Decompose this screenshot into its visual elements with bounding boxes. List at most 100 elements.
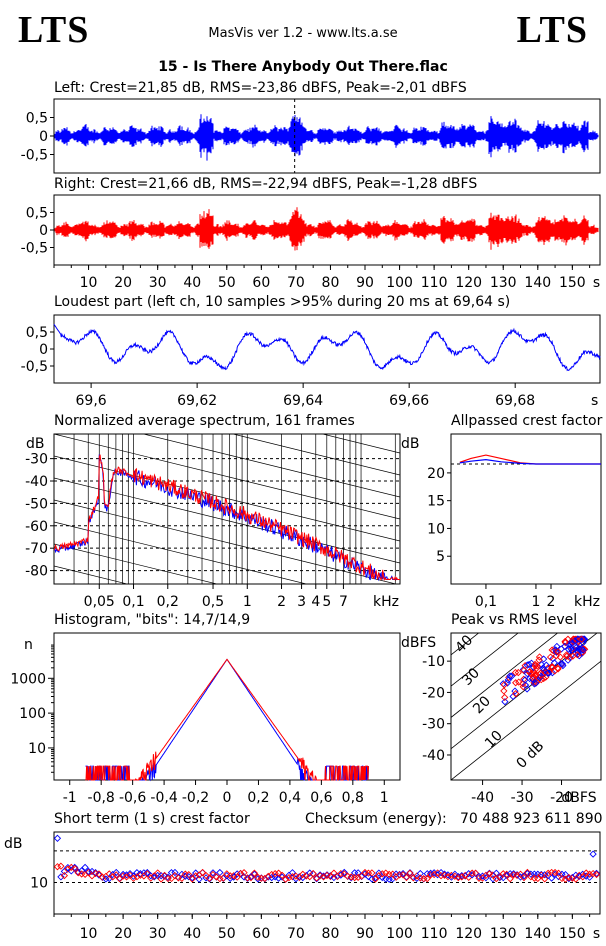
y-tick-label: -20 [422,685,445,701]
crest-point [105,874,113,883]
y-tick-label: 0 [39,223,48,239]
x-tick-label: 0,8 [342,790,364,806]
crest-point [264,872,272,881]
crest-point [64,863,72,872]
loudest-frame [53,314,601,384]
crest-point [112,871,120,879]
x-tick-label: 69,62 [177,393,217,409]
crest-point [95,871,103,879]
crest-point [399,869,407,878]
x-tick-label: 40 [183,926,201,942]
crest-point [589,850,597,858]
crest-point [330,873,338,882]
scatter-point [528,675,536,683]
x-tick-label: 0,6 [310,790,332,806]
crest-point [592,869,601,878]
x-tick-label: 140 [524,926,551,942]
scatter-point [537,661,546,669]
crest-point [579,870,587,878]
grid-diag [231,434,400,476]
crest-point [164,874,172,883]
crest-point [236,869,245,878]
peak-rms-title: Peak vs RMS level [451,612,578,628]
checksum-label: Checksum (energy): [305,811,447,827]
crest-point [520,873,528,882]
scatter-point [521,681,530,689]
crest-point [57,862,65,870]
scatter-point [541,669,549,677]
y-tick-label: -0,5 [21,241,48,257]
right-waveform-plot: 0,50 -0,5 10 20 30 40 50 60 70 80 90 100 110 120 130 14… [21,194,601,291]
spectrum-grid [54,434,400,584]
crest-point [585,873,594,881]
short-term-frame [53,831,601,915]
crest-point [268,873,276,882]
y-tick-label: -10 [422,654,445,670]
crest-point [461,871,469,880]
crest-point [402,873,411,882]
crest-point [205,874,214,882]
x-tick-label: -30 [511,790,534,806]
crest-point [91,868,100,877]
y-axis-label: dBFS [401,635,436,651]
y-tick-label: 1000 [10,671,46,687]
crest-point [437,872,445,880]
peak-rms-frame [450,632,602,781]
scatter-point [548,669,557,677]
x-tick-label: 10 [80,926,98,942]
y-tick-label: -70 [25,541,48,557]
crest-point [561,875,570,883]
scatter-point [554,648,562,656]
x-tick-label: 69,66 [389,393,429,409]
crest-point [285,874,293,882]
scatter-point [508,672,516,680]
crest-point [209,870,217,879]
y-axis-label: dB [4,836,23,852]
scatter-point [561,637,569,646]
crest-point [458,873,466,881]
crest-point [178,870,186,879]
grid-diag [54,543,219,584]
diag-label: 0 dB [514,738,548,772]
crest-point [281,875,290,883]
scatter-point [514,668,522,677]
scatter-point [569,652,577,660]
x-tick-label: 0,1 [475,594,497,610]
y-tick-label: -50 [25,496,48,512]
crest-point [354,873,362,882]
x-tick-label: 150 [559,275,586,291]
crest-point [171,872,179,880]
y-tick-label: 20 [427,466,445,482]
scatter-point [535,653,544,661]
crest-point [64,865,72,873]
crest-point [209,869,217,877]
scatter-point [580,635,588,643]
crest-point [81,863,89,872]
loudest-part-plot: 0,50-0,5 69,6 69,62 69,64 69,66 69,68 s [21,314,601,409]
x-tick-label: 80 [322,926,340,942]
scatter-point [557,659,565,668]
scatter-point [561,639,569,647]
scatter-point [544,669,552,677]
grid-diag [321,434,400,454]
crest-point [364,869,373,877]
x-tick-label: 2 [277,594,286,610]
scatter-point [511,687,519,695]
crest-point [112,868,120,877]
x-tick-label: 0,05 [84,594,115,610]
scatter-point [512,690,520,698]
crest-point [84,868,93,877]
scatter-point [500,687,508,695]
scatter-point [532,671,541,679]
x-tick-label: 0,1 [122,594,144,610]
checksum-value: 70 488 923 611 890 [460,811,603,827]
crest-point [506,875,514,883]
x-tick-label: 60 [252,926,270,942]
y-tick-label: -40 [25,474,48,490]
x-tick-label: 1 [380,790,389,806]
crest-point [233,873,241,881]
scatter-point [521,676,529,684]
x-tick-label: 3 [297,594,306,610]
allpass-frame [450,433,602,585]
